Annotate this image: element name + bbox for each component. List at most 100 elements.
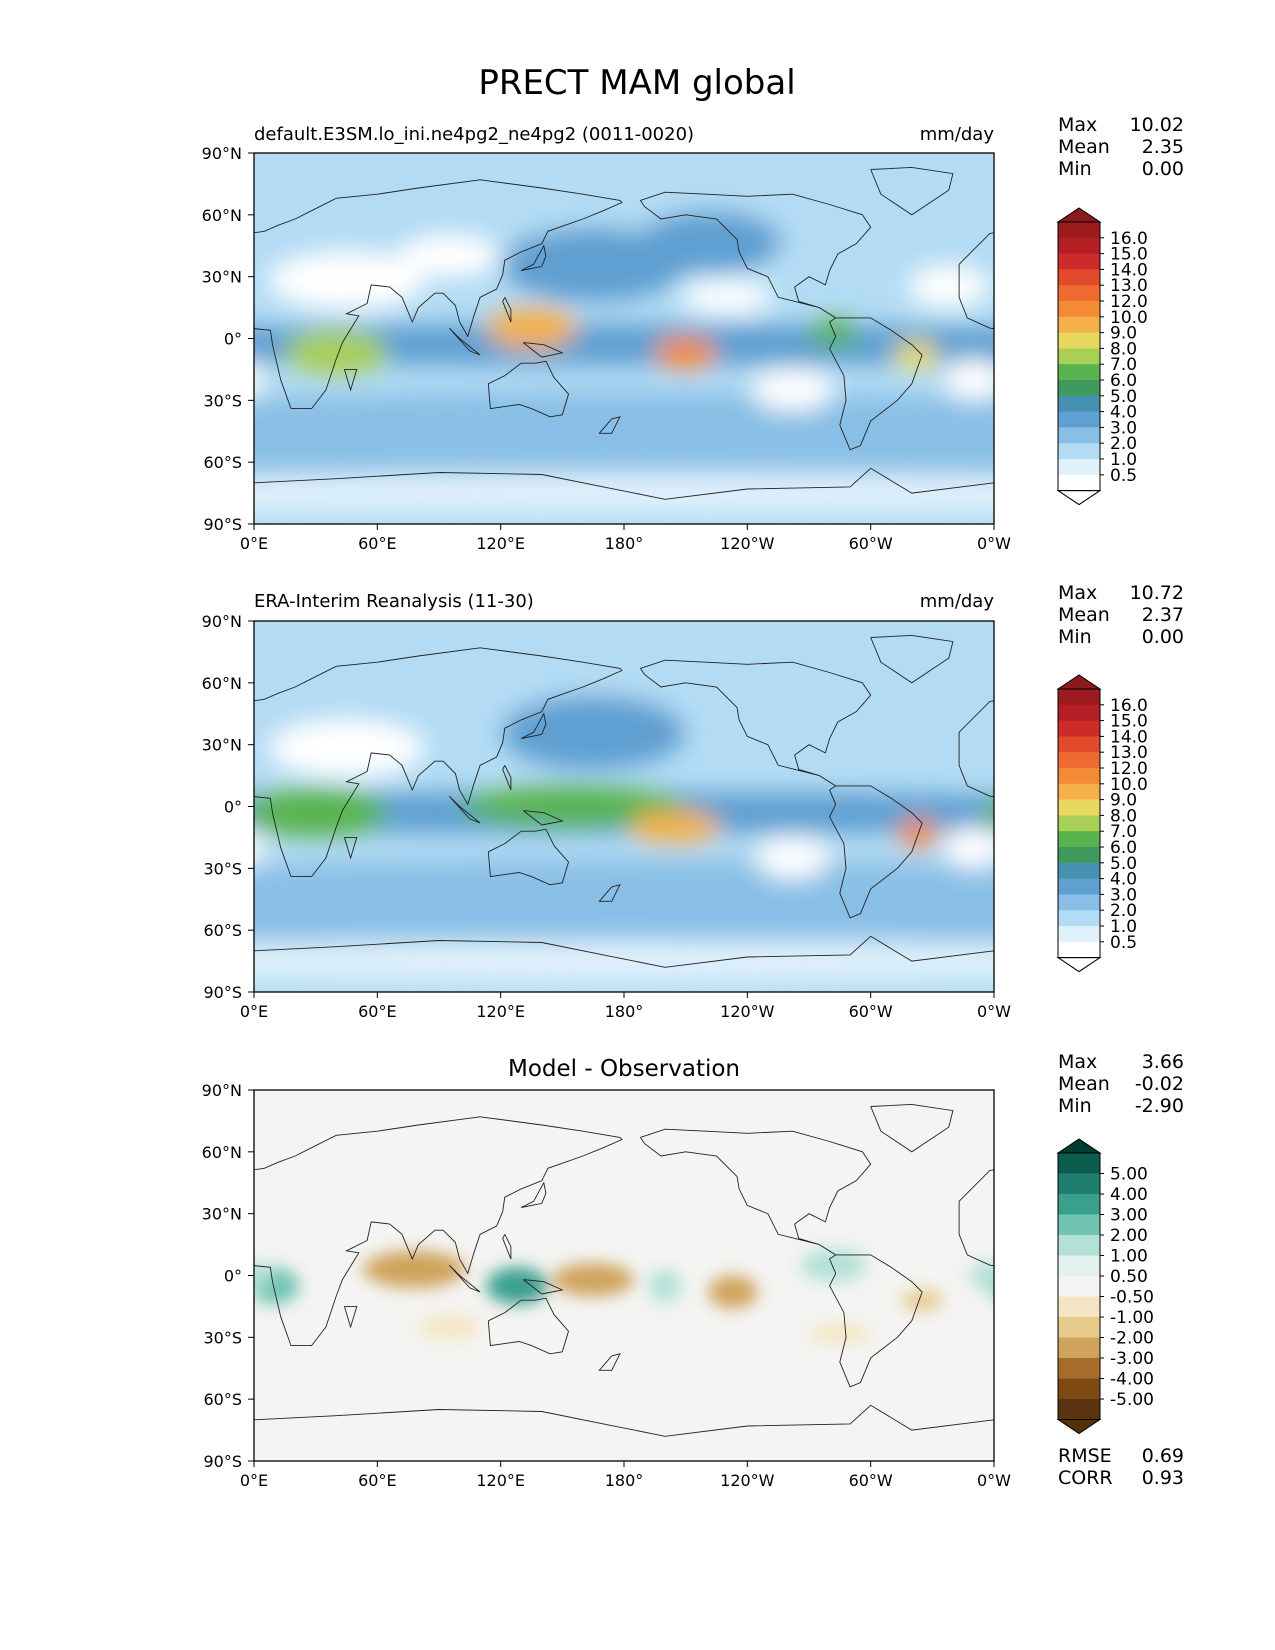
x-tick-label: 180° — [605, 534, 644, 553]
y-tick-label: 60°S — [203, 921, 242, 940]
colorbar-label: 7.0 — [1110, 355, 1137, 375]
stat-value: 2.37 — [1142, 604, 1184, 626]
field-region-2-wrap — [624, 943, 994, 979]
y-tick-label: 60°S — [203, 1390, 242, 1409]
field-region-1-wrap — [624, 866, 994, 945]
colorbar-extend-top — [1056, 1138, 1102, 1154]
stat-label: Mean — [1058, 136, 1110, 158]
figure-title: PRECT MAM global — [478, 63, 795, 103]
coastline-8 — [520, 712, 547, 739]
colorbar-band — [1058, 427, 1100, 444]
field-region-3 — [500, 695, 686, 770]
colorbar-band — [1058, 1194, 1100, 1215]
y-tick-label: 90°N — [202, 144, 242, 163]
field-region-8 — [681, 280, 772, 314]
stat-value: 10.72 — [1130, 582, 1184, 604]
colorbar-band — [1058, 411, 1100, 428]
field-region-10 — [630, 810, 721, 844]
field-region-5 — [268, 719, 425, 778]
stats-test: Max 10.02 Mean 2.35 Min 0.00 — [1058, 114, 1184, 180]
colorbar-label: 2.0 — [1110, 434, 1137, 454]
panel-center-title: Model - Observation — [508, 1056, 740, 1082]
colorbar-label: 8.0 — [1110, 806, 1137, 826]
colorbar-band — [1058, 301, 1100, 318]
colorbar-frame — [1057, 221, 1101, 492]
colorbar-band — [1058, 941, 1100, 959]
colorbar-extend-bottom — [1056, 957, 1102, 973]
coastline-1 — [640, 191, 923, 451]
colorbar-label: 15.0 — [1110, 245, 1148, 265]
field-region-3 — [552, 1263, 635, 1297]
stat-label: Min — [1058, 626, 1092, 648]
coastline-10 — [523, 810, 564, 826]
colorbar-band — [1058, 1235, 1100, 1256]
colorbar-band — [1058, 395, 1100, 413]
stat-value: 0.00 — [1142, 158, 1184, 180]
field-region-1 — [362, 1250, 466, 1288]
colorbar-label: 12.0 — [1110, 759, 1148, 779]
colorbar-label: 8.0 — [1110, 339, 1137, 359]
colorbar-label: -2.00 — [1110, 1329, 1154, 1349]
colorbar-band — [1058, 1255, 1100, 1277]
y-tick-label: 0° — [224, 1267, 242, 1286]
map-reference — [254, 621, 994, 992]
coastline-7 — [448, 327, 481, 356]
coastline-3 — [870, 166, 954, 216]
y-tick-label: 90°S — [203, 983, 242, 1002]
metric-label: CORR — [1058, 1467, 1113, 1489]
x-tick-label: 0°W — [977, 1471, 1011, 1490]
coastline-4 — [254, 467, 994, 524]
field-region-9 — [459, 785, 686, 828]
colorbar-band — [1058, 815, 1100, 832]
field-region-10 — [944, 359, 994, 401]
coastline-6 — [343, 836, 358, 860]
colorbar-extend-bottom — [1056, 1419, 1102, 1435]
coastline-4 — [254, 1404, 994, 1461]
stats-difference: Max 3.66 Mean -0.02 Min -2.90 — [1058, 1051, 1184, 1117]
panel-units: mm/day — [920, 124, 995, 145]
colorbar-band — [1058, 752, 1100, 769]
colorbar-label: 5.0 — [1110, 854, 1137, 874]
coastline-8 — [520, 244, 547, 271]
y-tick-label: 90°N — [202, 612, 242, 631]
coastline-9 — [502, 297, 512, 323]
x-tick-label: 60°W — [849, 1471, 893, 1490]
y-tick-label: 0° — [224, 330, 242, 349]
colorbar-band — [1058, 1358, 1100, 1379]
colorbar-label: 5.00 — [1110, 1165, 1148, 1185]
colorbar-band — [1058, 474, 1100, 492]
stat-label: Max — [1058, 114, 1097, 136]
y-tick-label: 30°S — [203, 391, 242, 410]
panel-left-title: ERA-Interim Reanalysis (11-30) — [254, 591, 534, 612]
map-axes-test: 0°E 60°E 120°E 180° 120°W 60°W 0°W 90°N 60°N 30°N… — [202, 144, 1012, 553]
metric-value: 0.93 — [1142, 1467, 1184, 1489]
colorbar-band — [1058, 704, 1100, 722]
coastline-0-wrap — [254, 1116, 623, 1347]
field-region-6 — [268, 251, 425, 310]
colorbar-band — [1058, 222, 1100, 239]
metric-value: 0.69 — [1142, 1445, 1184, 1467]
stat-label: Min — [1058, 158, 1092, 180]
colorbar-band — [1058, 894, 1100, 911]
colorbar-band — [1058, 1378, 1100, 1400]
stat-label: Max — [1058, 582, 1097, 604]
colorbar-label: 1.0 — [1110, 450, 1137, 470]
field-region-1-wrap — [624, 398, 994, 477]
stat-value: 2.35 — [1142, 136, 1184, 158]
colorbar-label: 5.0 — [1110, 387, 1137, 407]
colorbar-band — [1058, 285, 1100, 302]
colorbar-band — [1058, 689, 1100, 706]
metric-label: RMSE — [1058, 1445, 1112, 1467]
coastline-4 — [254, 935, 994, 992]
colorbar-label: 6.0 — [1110, 371, 1137, 391]
colorbar-band — [1058, 1173, 1100, 1195]
field-region-10 — [809, 1322, 871, 1344]
coastline-2 — [487, 1297, 570, 1355]
colorbar-band — [1058, 862, 1100, 880]
field-region-8 — [969, 1261, 994, 1290]
panel-left-title: default.E3SM.lo_ini.ne4pg2_ne4pg2 (0011-… — [254, 124, 694, 145]
colorbar-band — [1058, 783, 1100, 801]
x-tick-label: 0°E — [240, 534, 268, 553]
colorbar-test: 16.015.014.013.012.010.09.08.07.06.05.04… — [1056, 207, 1148, 506]
colorbar-label: 4.0 — [1110, 403, 1137, 423]
